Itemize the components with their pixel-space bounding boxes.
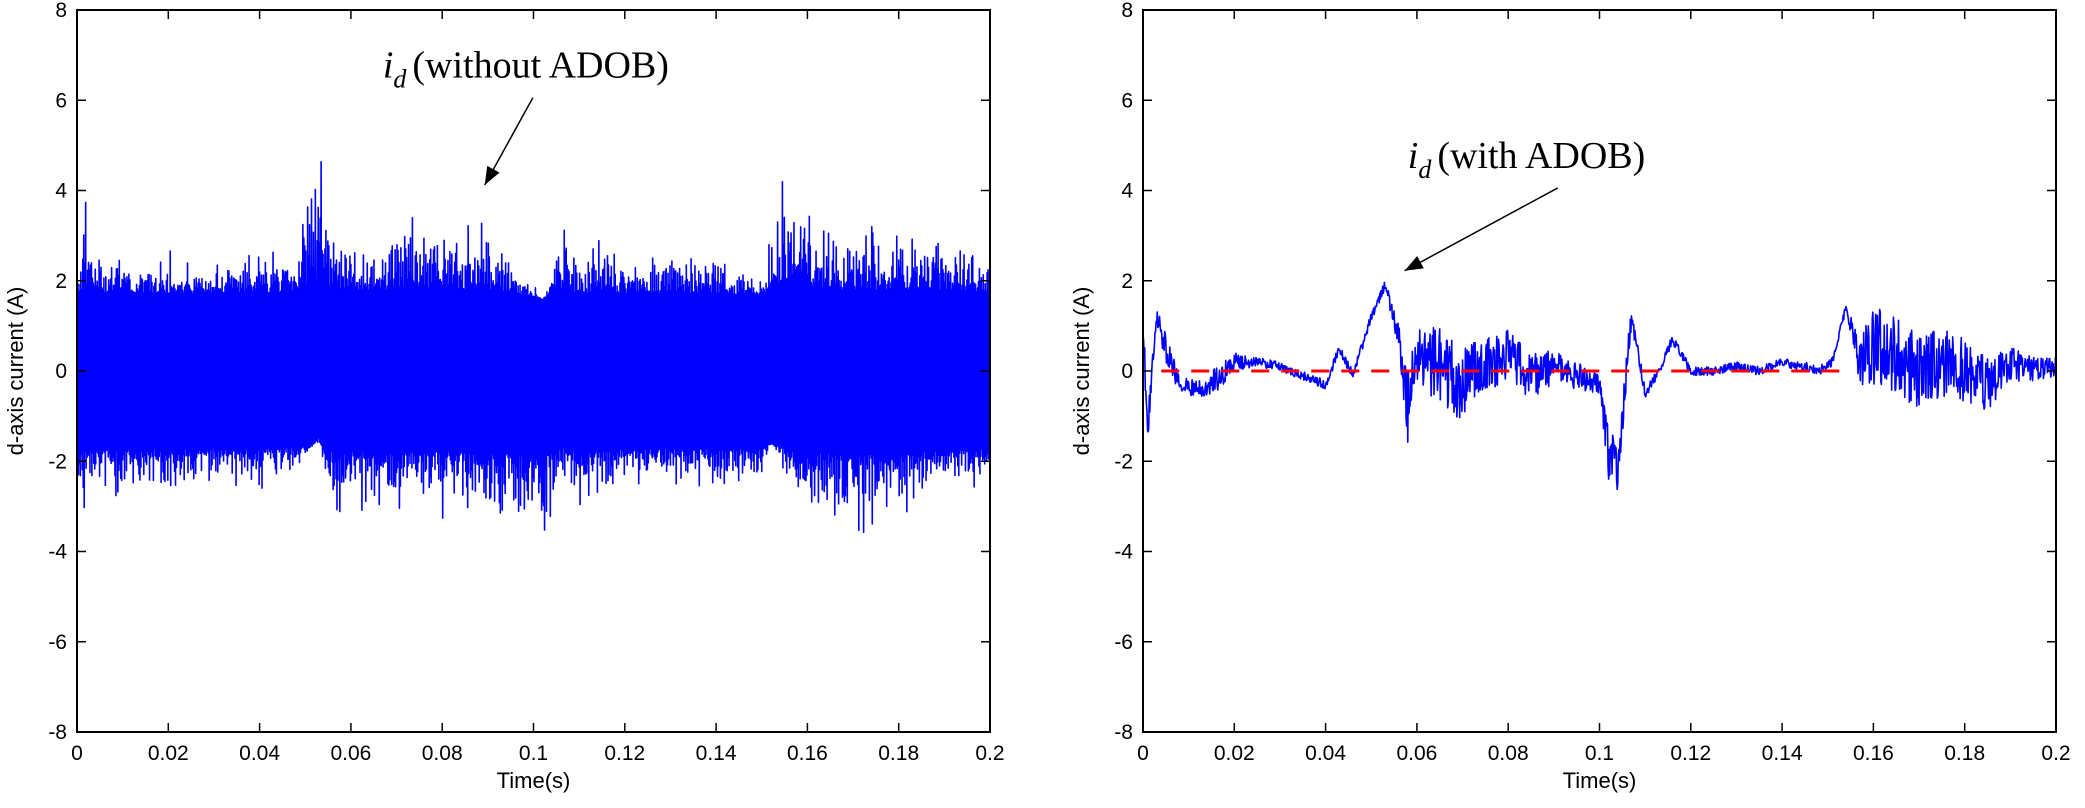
- y-axis-label: d-axis current (A): [3, 287, 28, 456]
- annotation-arrowhead: [484, 165, 500, 186]
- annotation-subscript: d: [1418, 155, 1432, 184]
- chart-without-adob: 0 0.02 0.04 0.06 0.08 0.1 0.12 0.14 0.16 0.18 0.2 -…: [3, 0, 1005, 793]
- y-tick-label: -4: [1114, 541, 1133, 564]
- x-tick-label: 0.14: [1762, 742, 1803, 765]
- x-tick-label: 0.14: [696, 742, 737, 765]
- x-tick-label: 0: [1137, 742, 1149, 765]
- annotation-arrow-line: [1404, 187, 1559, 272]
- x-tick-label: 0.16: [1853, 742, 1894, 765]
- annotation-label: id (without ADOB): [383, 45, 669, 94]
- x-tick-label: 0.16: [787, 742, 828, 765]
- x-tick-label: 0.06: [330, 742, 371, 765]
- x-tick-label: 0.06: [1396, 742, 1437, 765]
- y-tick-label: 4: [55, 180, 67, 203]
- annotation-text: (with ADOB): [1437, 135, 1645, 177]
- annotation-symbol: i: [383, 45, 394, 87]
- x-tick-label: 0.18: [1944, 742, 1985, 765]
- y-tick-label: 4: [1121, 180, 1133, 203]
- y-tick-label: 6: [1121, 89, 1133, 112]
- annotation-arrowhead: [1404, 256, 1424, 271]
- y-tick-label: -4: [48, 541, 67, 564]
- x-tick-label: 0.1: [519, 742, 548, 765]
- y-tick-label: 0: [55, 360, 67, 383]
- x-tick-label: 0.12: [1670, 742, 1711, 765]
- x-tick-label: 0.08: [1488, 742, 1529, 765]
- y-tick-label: 6: [55, 89, 67, 112]
- y-tick-label: -2: [48, 450, 67, 473]
- x-axis-label: Time(s): [1563, 768, 1637, 793]
- x-tick-label: 0.18: [878, 742, 919, 765]
- y-tick-label: -8: [48, 721, 67, 744]
- x-tick-label: 0: [71, 742, 83, 765]
- chart-with-adob: 0 0.02 0.04 0.06 0.08 0.1 0.12 0.14 0.16 0.18 0.2 -…: [1069, 0, 2071, 793]
- y-tick-label: 8: [1121, 0, 1133, 22]
- plot-area: [77, 160, 990, 534]
- annotation-symbol: i: [1408, 135, 1419, 177]
- y-tick-label: 0: [1121, 360, 1133, 383]
- x-tick-label: 0.02: [148, 742, 189, 765]
- annotation-label: id (with ADOB): [1408, 135, 1646, 184]
- y-tick-label: -6: [48, 631, 67, 654]
- y-tick-label: -8: [1114, 721, 1133, 744]
- y-tick-label: 2: [1121, 270, 1133, 293]
- y-tick-label: -2: [1114, 450, 1133, 473]
- y-tick-label: 8: [55, 0, 67, 22]
- series-id-without-adob: [77, 160, 990, 534]
- annotation-text: (without ADOB): [412, 45, 668, 87]
- y-tick-label: 2: [55, 270, 67, 293]
- x-tick-label: 0.1: [1585, 742, 1614, 765]
- plot-area: [1143, 281, 2056, 491]
- series-id-with-adob: [1143, 281, 2056, 491]
- y-tick-label: -6: [1114, 631, 1133, 654]
- x-tick-label: 0.12: [604, 742, 645, 765]
- x-tick-label: 0.04: [1305, 742, 1346, 765]
- x-tick-label: 0.2: [975, 742, 1004, 765]
- x-tick-label: 0.04: [239, 742, 280, 765]
- x-tick-label: 0.2: [2041, 742, 2070, 765]
- annotation-subscript: d: [393, 65, 407, 94]
- x-axis-label: Time(s): [497, 768, 571, 793]
- y-axis-label: d-axis current (A): [1069, 287, 1094, 456]
- x-tick-label: 0.02: [1214, 742, 1255, 765]
- x-tick-label: 0.08: [422, 742, 463, 765]
